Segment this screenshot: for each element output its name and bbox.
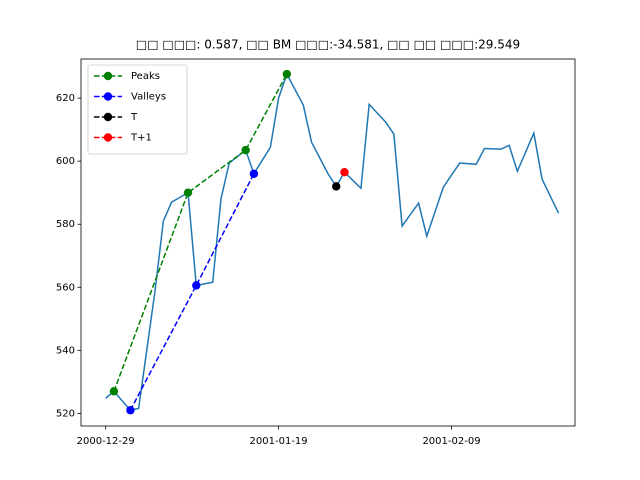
x-tick-label: 2001-02-09 <box>422 436 480 447</box>
plot-frame <box>80 58 576 427</box>
price-line <box>105 72 560 412</box>
legend-marker <box>103 71 113 81</box>
legend-marker <box>103 133 113 142</box>
legend-marker <box>103 92 113 101</box>
y-tick-label: 560 <box>56 282 75 293</box>
series-marker <box>109 387 119 396</box>
y-tick-label: 620 <box>56 93 75 104</box>
legend-label: Peaks <box>131 71 160 82</box>
legend: Peaks Valleys T T+1 <box>87 64 188 155</box>
series-marker <box>241 145 250 155</box>
x-tick-label: 2000-12-29 <box>77 436 135 447</box>
legend-label: T+1 <box>130 133 152 144</box>
legend-marker <box>103 112 113 122</box>
series-marker <box>192 281 201 290</box>
x-tick-label: 2001-01-19 <box>250 436 308 447</box>
series-marker <box>282 69 292 79</box>
series-marker <box>332 182 341 191</box>
series-line <box>113 73 288 392</box>
series-marker <box>126 406 135 415</box>
legend-label: T <box>130 112 138 123</box>
legend-label: Valleys <box>131 92 166 103</box>
chart-title: □□ □□□: 0.587, □□ BM □□□:-34.581, □□ □□ … <box>136 38 520 52</box>
series-marker <box>183 188 193 197</box>
series-marker <box>249 169 259 178</box>
series-line <box>129 173 255 411</box>
y-tick-label: 520 <box>56 408 75 419</box>
series-marker <box>340 167 349 177</box>
legend-box <box>87 64 188 155</box>
y-tick-label: 580 <box>56 219 75 230</box>
y-tick-label: 600 <box>56 156 75 167</box>
y-tick-label: 540 <box>56 345 75 356</box>
